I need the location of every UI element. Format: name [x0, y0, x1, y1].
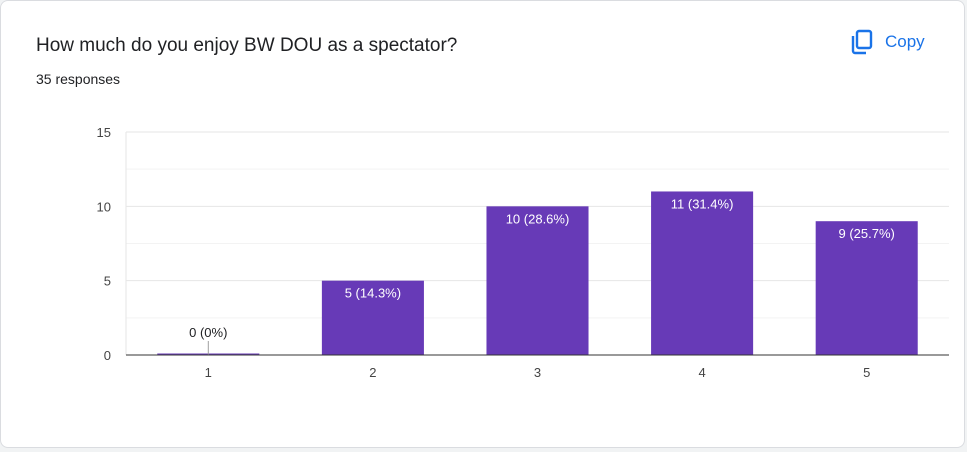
x-tick-label: 1: [205, 365, 212, 380]
y-tick-label: 0: [104, 348, 111, 363]
x-tick-label: 4: [698, 365, 705, 380]
data-label: 9 (25.7%): [839, 226, 895, 241]
question-title: How much do you enjoy BW DOU as a specta…: [36, 35, 458, 56]
y-tick-label: 10: [97, 199, 111, 214]
x-tick-label: 2: [369, 365, 376, 380]
copy-label: Copy: [885, 32, 925, 51]
y-tick-label: 15: [97, 125, 111, 140]
copy-icon: [851, 29, 873, 55]
bar: [486, 206, 589, 355]
x-tick-label: 3: [534, 365, 541, 380]
y-tick-label: 5: [104, 274, 111, 289]
copy-button[interactable]: Copy: [843, 23, 933, 61]
data-label: 0 (0%): [189, 325, 227, 340]
bar: [651, 191, 754, 355]
data-label: 11 (31.4%): [671, 196, 734, 211]
data-label: 5 (14.3%): [345, 286, 401, 301]
x-tick-label: 5: [863, 365, 870, 380]
data-label: 10 (28.6%): [506, 211, 570, 226]
bar: [321, 280, 424, 355]
response-count: 35 responses: [36, 71, 121, 87]
bar: [815, 221, 918, 355]
